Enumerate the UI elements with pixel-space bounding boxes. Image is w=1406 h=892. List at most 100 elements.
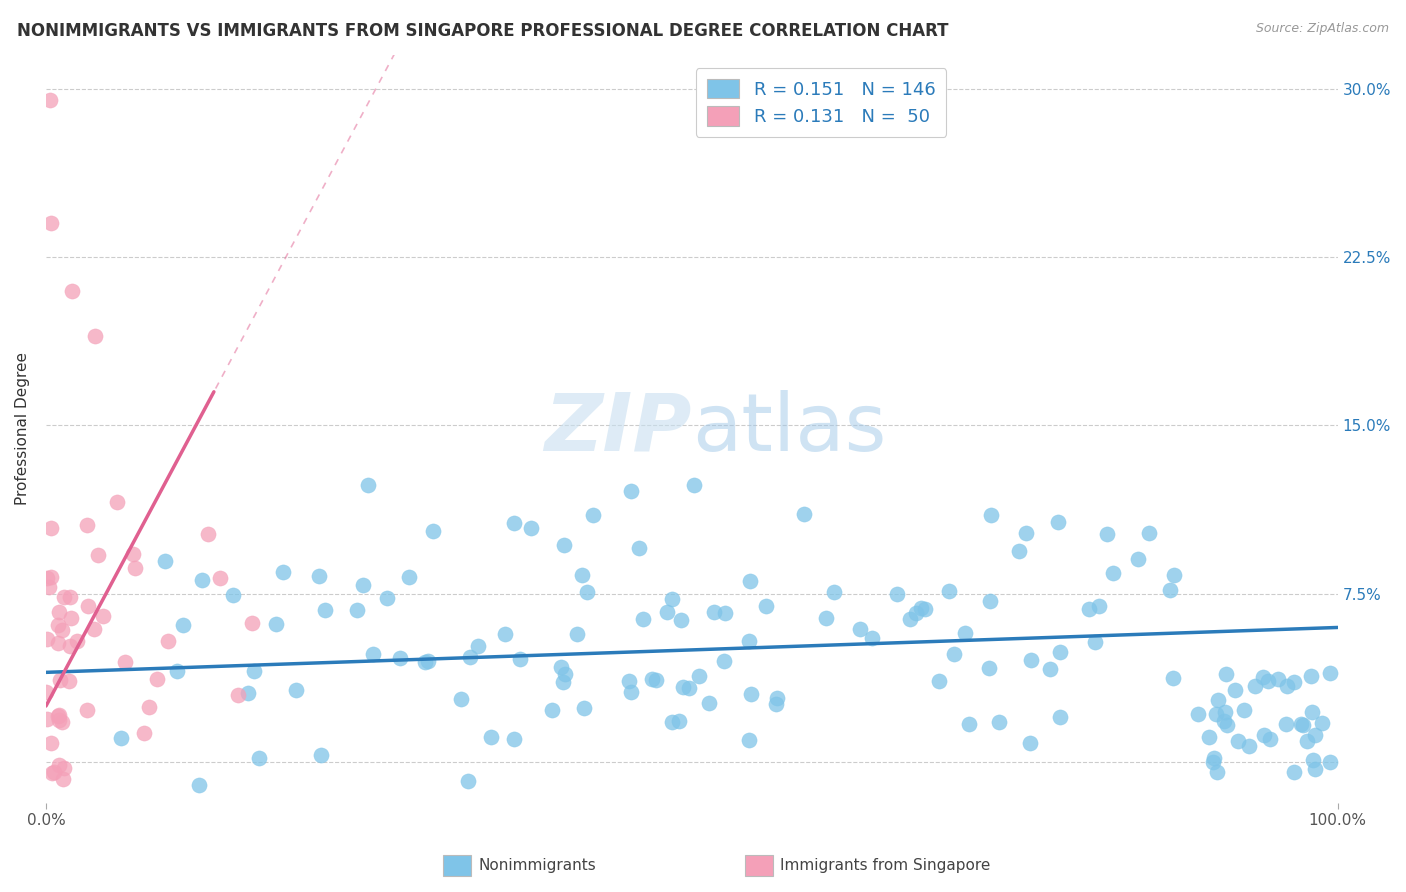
Point [52,761,75,775]
Point [655,606,678,620]
Point [1049,645,1071,659]
Point [905,607,928,621]
Point [824,584,846,599]
Text: Source: ZipAtlas.com: Source: ZipAtlas.com [1256,22,1389,36]
Point [39,736,62,750]
Point [554,666,576,681]
Point [1159,583,1181,598]
Text: ZIP: ZIP [544,390,692,467]
Point [943,648,966,662]
Point [669,613,692,627]
Point [620,685,643,699]
Point [308,568,330,582]
Point [240,615,263,630]
Point [271,565,294,579]
Point [1267,672,1289,686]
Point [571,567,593,582]
Point [1084,635,1107,649]
Point [766,691,789,706]
Text: NONIMMIGRANTS VS IMMIGRANTS FROM SINGAPORE PROFESSIONAL DEGREE CORRELATION CHART: NONIMMIGRANTS VS IMMIGRANTS FROM SINGAPO… [17,22,949,40]
Point [737,732,759,747]
Point [38,581,60,595]
Point [503,731,526,746]
Point [457,774,479,789]
Point [1302,753,1324,767]
Point [1237,739,1260,753]
Point [105,495,128,509]
Point [509,652,531,666]
Point [1161,671,1184,685]
Point [59,639,82,653]
Legend: R = 0.151   N = 146, R = 0.131   N =  50: R = 0.151 N = 146, R = 0.131 N = 50 [696,68,946,136]
Point [172,618,194,632]
Point [41,766,63,780]
Point [938,583,960,598]
Point [633,612,655,626]
Point [1243,679,1265,693]
Point [1202,755,1225,769]
Point [84,328,107,343]
Point [188,778,211,792]
Point [166,664,188,678]
Point [1301,706,1323,720]
Point [87,549,110,563]
Point [46,709,69,723]
Point [285,682,308,697]
Point [1202,751,1225,765]
Point [1021,652,1043,666]
Point [48,713,70,727]
Text: Nonimmigrants: Nonimmigrants [478,858,596,872]
Point [1303,763,1326,777]
Point [1282,765,1305,780]
Point [46,635,69,649]
Point [357,478,380,492]
Point [1018,736,1040,750]
Point [48,708,70,723]
Point [1205,707,1227,722]
Point [1282,675,1305,690]
Point [980,508,1002,522]
Point [1015,525,1038,540]
Point [627,541,650,555]
Point [197,526,219,541]
Point [979,594,1001,608]
Point [1275,679,1298,693]
Text: Immigrants from Singapore: Immigrants from Singapore [780,858,991,872]
Point [550,659,572,673]
Point [1291,718,1313,732]
Point [765,697,787,711]
Point [481,730,503,744]
Point [1187,707,1209,722]
Point [1088,599,1111,613]
Point [1233,703,1256,717]
Point [37,571,59,585]
Point [1213,705,1236,719]
Point [1253,728,1275,742]
Point [124,561,146,575]
Point [76,703,98,717]
Point [703,605,725,619]
Point [1257,673,1279,688]
Point [793,507,815,521]
Point [415,655,437,669]
Point [910,601,932,615]
Point [48,617,70,632]
Point [494,627,516,641]
Point [266,617,288,632]
Point [582,508,605,522]
Point [458,649,481,664]
Point [959,716,981,731]
Point [467,640,489,654]
Point [713,654,735,668]
Point [977,660,1000,674]
Point [138,699,160,714]
Point [640,673,662,687]
Point [398,570,420,584]
Point [1216,718,1239,732]
Point [1198,731,1220,745]
Point [58,674,80,689]
Point [35,713,58,727]
Point [755,599,778,613]
Point [1038,662,1060,676]
Point [645,673,668,687]
